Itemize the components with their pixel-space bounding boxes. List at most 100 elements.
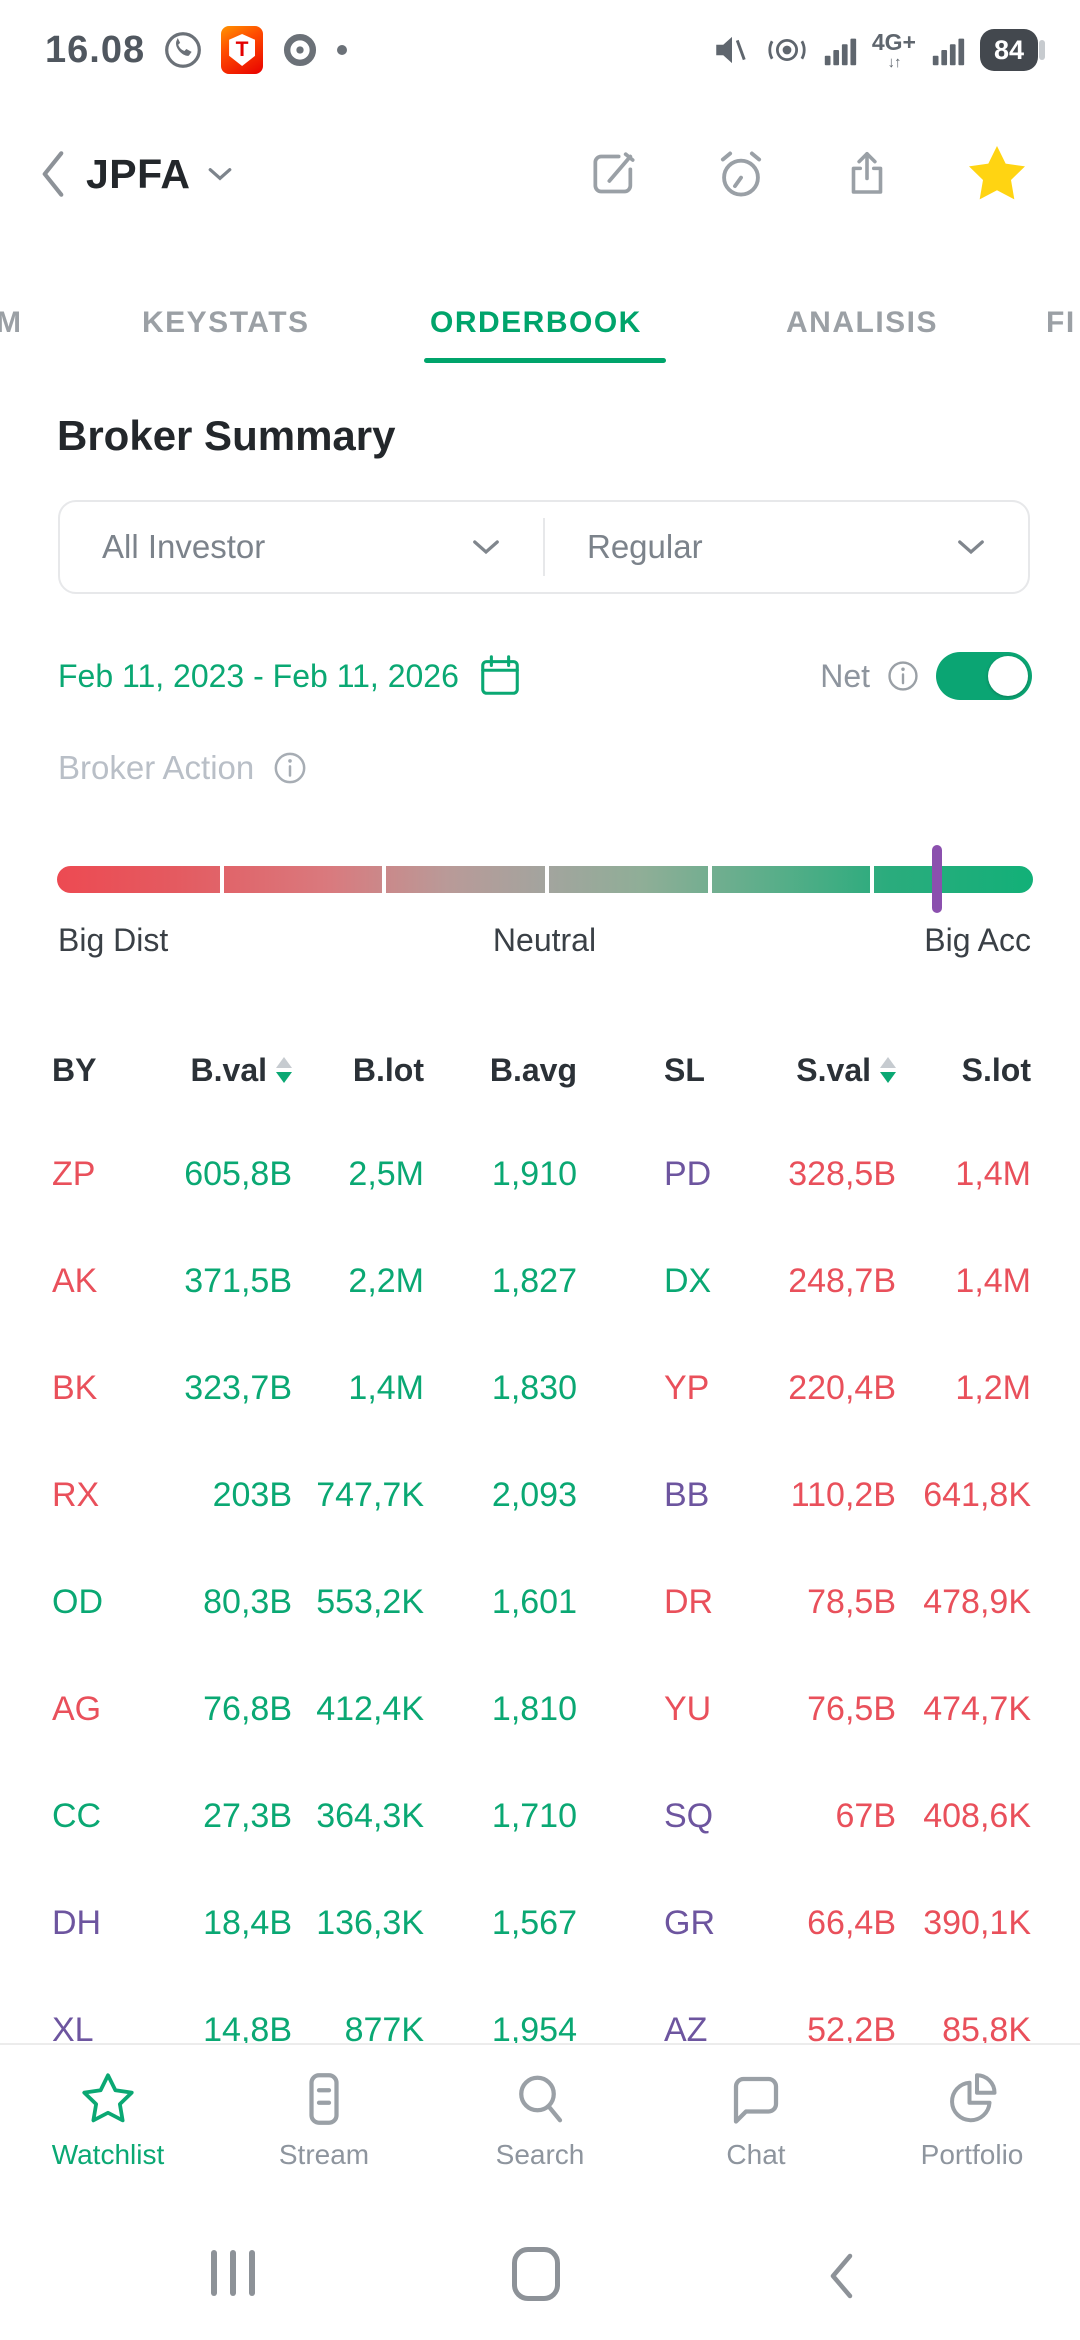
info-icon[interactable]: [884, 657, 922, 695]
table-row[interactable]: AK 371,5B 2,2M 1,827 DX 248,7B 1,4M: [52, 1228, 1031, 1335]
col-header-bval[interactable]: B.val: [122, 1052, 292, 1089]
favorite-star-icon[interactable]: [964, 142, 1030, 206]
pie-chart-icon: [950, 2073, 997, 2123]
buy-broker-code[interactable]: CC: [52, 1797, 102, 1835]
buy-value: 80,3B: [203, 1583, 292, 1621]
buy-avg: 1,910: [491, 1155, 577, 1193]
hotspot-icon: [766, 29, 808, 71]
table-row[interactable]: RX 203B 747,7K 2,093 BB 110,2B 641,8K: [52, 1442, 1031, 1549]
table-row[interactable]: CC 27,3B 364,3K 1,710 SQ 67B 408,6K: [52, 1763, 1031, 1870]
filter-divider: [543, 518, 545, 576]
table-row[interactable]: AG 76,8B 412,4K 1,810 YU 76,5B 474,7K: [52, 1656, 1031, 1763]
sell-broker-code[interactable]: BB: [664, 1476, 710, 1514]
sell-broker-code[interactable]: YU: [664, 1690, 712, 1728]
edit-note-icon[interactable]: [586, 146, 642, 202]
tab-partial-left[interactable]: M: [0, 306, 23, 339]
active-tab-underline: [424, 358, 666, 363]
tab-keystats[interactable]: KEYSTATS: [142, 306, 310, 339]
net-toggle[interactable]: [936, 652, 1032, 700]
buy-broker-code[interactable]: RX: [52, 1476, 100, 1514]
stock-symbol-title[interactable]: JPFA: [86, 150, 191, 197]
alarm-price-alert-icon[interactable]: [712, 145, 770, 203]
chevron-down-icon[interactable]: [207, 165, 233, 183]
sell-broker-code[interactable]: YP: [664, 1369, 710, 1407]
buy-broker-code[interactable]: DH: [52, 1904, 102, 1942]
sell-broker-code[interactable]: DX: [664, 1262, 712, 1300]
buy-value: 371,5B: [184, 1262, 292, 1300]
whatsapp-notification-icon: [160, 27, 206, 73]
table-row[interactable]: OD 80,3B 553,2K 1,601 DR 78,5B 478,9K: [52, 1549, 1031, 1656]
battery-indicator: 84: [980, 29, 1045, 71]
buy-avg: 1,830: [491, 1369, 577, 1407]
scale-label-big-dist: Big Dist: [58, 922, 169, 958]
recents-icon[interactable]: [211, 2250, 255, 2296]
table-row[interactable]: BK 323,7B 1,4M 1,830 YP 220,4B 1,2M: [52, 1335, 1031, 1442]
sell-broker-code[interactable]: PD: [664, 1155, 712, 1193]
tab-partial-right[interactable]: FI: [1046, 306, 1076, 339]
t-app-notification-icon: T: [221, 26, 264, 74]
stock-tabs: M KEYSTATS ORDERBOOK ANALISIS FI: [0, 288, 1080, 368]
table-row[interactable]: XL 14,8B 877K 1,954 AZ 52,2B 85,8K: [52, 1977, 1031, 2084]
buy-avg: 1,954: [491, 2011, 577, 2049]
signal-strength-icon: [929, 31, 967, 69]
ring-notification-icon: [278, 28, 322, 72]
nav-item-portfolio[interactable]: Portfolio: [864, 2069, 1080, 2171]
investor-filter-dropdown[interactable]: All Investor: [60, 502, 543, 592]
sell-lot: 408,6K: [923, 1797, 1031, 1835]
tab-orderbook[interactable]: ORDERBOOK: [430, 306, 642, 339]
sell-lot: 1,2M: [955, 1369, 1031, 1407]
buy-broker-code[interactable]: OD: [52, 1583, 103, 1621]
buy-broker-code[interactable]: BK: [52, 1369, 98, 1407]
sell-lot: 641,8K: [923, 1476, 1031, 1514]
broker-table-body: ZP 605,8B 2,5M 1,910 PD 328,5B 1,4M AK 3…: [52, 1121, 1031, 2084]
nav-item-stream[interactable]: Stream: [216, 2069, 432, 2171]
col-header-sl[interactable]: SL: [664, 1051, 705, 1088]
sell-broker-code[interactable]: AZ: [664, 2011, 708, 2049]
sell-value: 110,2B: [790, 1476, 896, 1514]
col-header-slot[interactable]: S.lot: [961, 1051, 1031, 1088]
buy-broker-code[interactable]: ZP: [52, 1155, 96, 1193]
col-header-by[interactable]: BY: [52, 1051, 97, 1088]
table-row[interactable]: DH 18,4B 136,3K 1,567 GR 66,4B 390,1K: [52, 1870, 1031, 1977]
broker-action-label: Broker Action: [58, 749, 255, 786]
nav-item-watchlist[interactable]: Watchlist: [0, 2069, 216, 2171]
info-icon[interactable]: [270, 748, 310, 788]
share-icon[interactable]: [840, 145, 894, 203]
sell-broker-code[interactable]: SQ: [664, 1797, 714, 1835]
nav-item-chat[interactable]: Chat: [648, 2069, 864, 2171]
signal-strength-icon: [821, 31, 859, 69]
sell-broker-code[interactable]: DR: [664, 1583, 714, 1621]
buy-avg: 1,567: [491, 1904, 577, 1942]
buy-broker-code[interactable]: AK: [52, 1262, 98, 1300]
date-range-picker[interactable]: Feb 11, 2023 - Feb 11, 2026: [58, 653, 523, 699]
android-back-icon[interactable]: [826, 2251, 856, 2301]
market-filter-value: Regular: [587, 528, 703, 565]
nav-item-search[interactable]: Search: [432, 2069, 648, 2171]
back-icon[interactable]: [36, 145, 70, 203]
investor-filter-value: All Investor: [102, 528, 266, 565]
table-row[interactable]: ZP 605,8B 2,5M 1,910 PD 328,5B 1,4M: [52, 1121, 1031, 1228]
buy-value: 605,8B: [184, 1155, 292, 1193]
home-icon[interactable]: [512, 2247, 560, 2301]
table-header-row: BY B.val B.lot B.avg SL S.val S.lot: [52, 1040, 1031, 1100]
buy-lot: 136,3K: [316, 1904, 424, 1942]
sell-broker-code[interactable]: GR: [664, 1904, 715, 1942]
col-header-blot[interactable]: B.lot: [352, 1051, 424, 1088]
col-header-bavg[interactable]: B.avg: [489, 1051, 577, 1088]
buy-value: 323,7B: [184, 1369, 292, 1407]
buy-lot: 747,7K: [316, 1476, 424, 1514]
buy-broker-code[interactable]: AG: [52, 1690, 102, 1728]
sell-lot: 1,4M: [955, 1155, 1031, 1193]
scale-label-big-acc: Big Acc: [924, 922, 1031, 958]
buy-broker-code[interactable]: XL: [52, 2011, 94, 2049]
calendar-icon: [481, 655, 519, 695]
col-header-sval[interactable]: S.val: [744, 1052, 896, 1089]
sell-value: 328,5B: [788, 1155, 896, 1193]
sell-value: 220,4B: [788, 1369, 896, 1407]
tab-analisis[interactable]: ANALISIS: [786, 306, 939, 339]
buy-lot: 412,4K: [316, 1690, 424, 1728]
market-filter-dropdown[interactable]: Regular: [545, 502, 1028, 592]
buy-avg: 1,710: [491, 1797, 577, 1835]
broker-summary-table: BY B.val B.lot B.avg SL S.val S.lot ZP 6…: [52, 1040, 1031, 2084]
